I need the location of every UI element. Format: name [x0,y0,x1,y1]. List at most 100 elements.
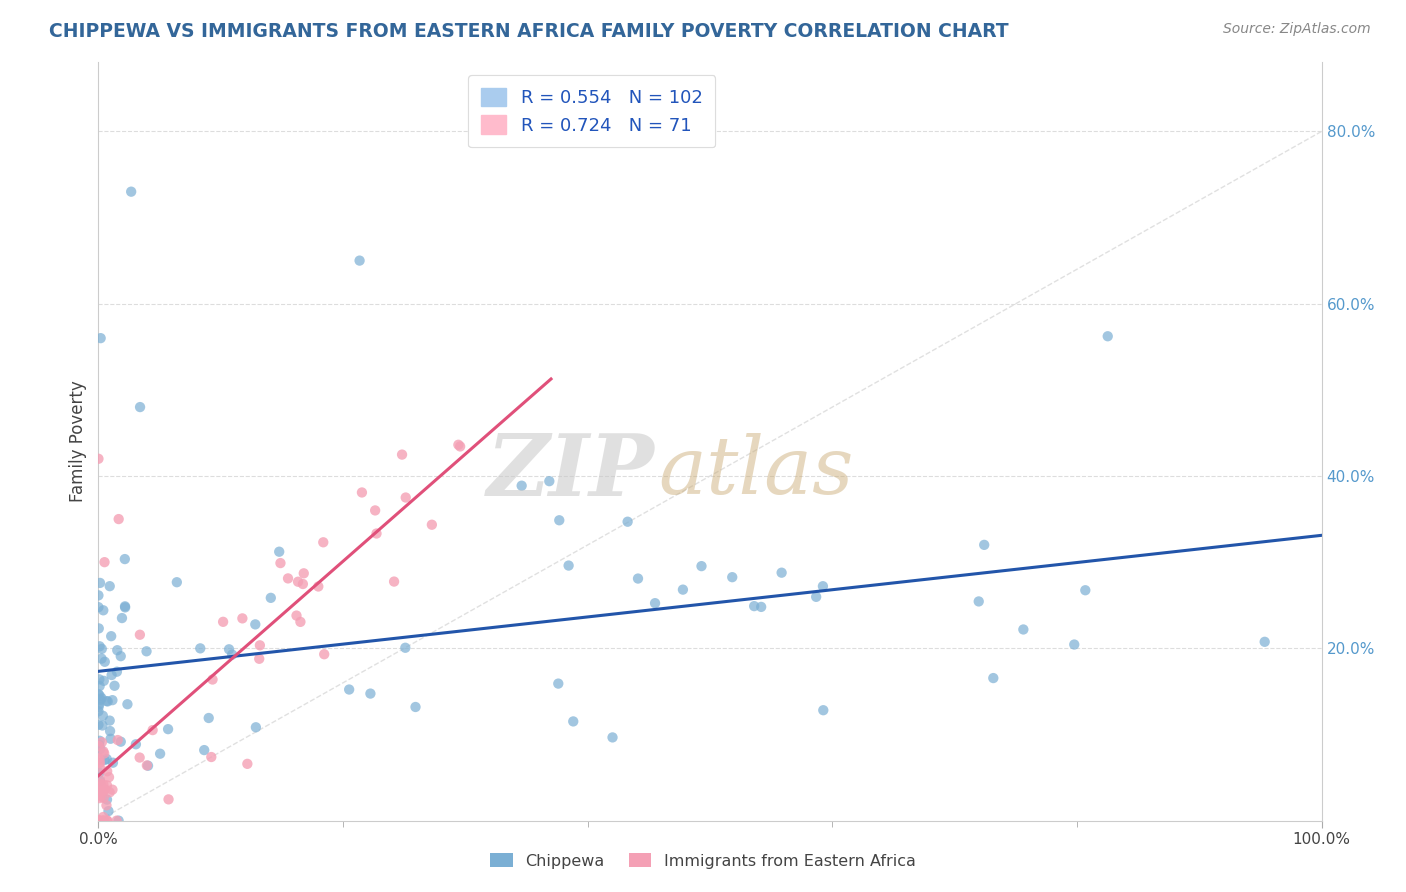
Point [1253,635,1275,649]
Point [394,640,416,655]
Point [391,448,413,462]
Point [290,615,312,629]
Point [89,733,111,747]
Point [135,644,157,658]
Point [166,575,188,590]
Point [91,744,114,758]
Point [804,590,827,604]
Point [87,704,110,718]
Point [770,566,793,580]
Point [690,559,713,574]
Point [89,814,111,828]
Point [627,572,650,586]
Point [105,665,128,679]
Point [231,611,253,625]
Point [221,648,243,662]
Point [103,679,125,693]
Point [269,545,291,559]
Point [87,699,110,714]
Point [107,512,129,526]
Point [93,814,115,828]
Point [93,753,115,767]
Point [90,735,112,749]
Point [96,814,118,828]
Point [98,714,121,728]
Point [89,738,111,752]
Point [100,731,122,746]
Point [114,552,136,566]
Point [91,814,114,828]
Point [87,621,110,635]
Point [117,697,139,711]
Point [350,485,373,500]
Point [96,752,118,766]
Point [366,526,388,541]
Point [107,814,129,828]
Point [125,737,148,751]
Point [548,513,571,527]
Point [245,617,267,632]
Point [93,747,115,761]
Point [749,599,772,614]
Point [200,750,222,764]
Legend: R = 0.554   N = 102, R = 0.724   N = 71: R = 0.554 N = 102, R = 0.724 N = 71 [468,75,716,147]
Point [89,575,111,590]
Point [89,791,111,805]
Point [87,814,110,828]
Point [89,753,111,767]
Point [602,731,624,745]
Point [91,718,114,732]
Point [87,687,110,701]
Point [89,693,111,707]
Point [105,814,128,828]
Point [742,599,765,614]
Point [93,814,115,828]
Point [100,668,122,682]
Point [129,400,152,414]
Point [93,555,115,569]
Point [672,582,695,597]
Point [89,679,111,693]
Point [312,535,335,549]
Point [811,579,834,593]
Point [96,694,118,708]
Legend: Chippewa, Immigrants from Eastern Africa: Chippewa, Immigrants from Eastern Africa [484,847,922,875]
Point [107,733,129,747]
Point [364,503,387,517]
Point [420,517,443,532]
Point [89,773,111,788]
Text: ZIP: ZIP [486,430,655,514]
Point [96,764,118,779]
Point [111,611,134,625]
Point [114,599,136,614]
Point [538,474,561,488]
Point [1097,329,1119,343]
Point [382,574,405,589]
Point [1063,638,1085,652]
Point [90,691,112,706]
Point [96,792,118,806]
Point [245,720,267,734]
Point [644,596,666,610]
Point [98,579,121,593]
Point [616,515,638,529]
Point [449,440,471,454]
Point [90,331,112,345]
Point [98,785,121,799]
Point [96,814,118,828]
Text: atlas: atlas [658,434,853,510]
Point [87,588,110,602]
Point [87,600,110,615]
Point [89,756,111,770]
Point [218,642,240,657]
Point [90,651,112,665]
Point [349,253,371,268]
Point [120,185,142,199]
Point [91,603,114,617]
Point [197,711,219,725]
Text: CHIPPEWA VS IMMIGRANTS FROM EASTERN AFRICA FAMILY POVERTY CORRELATION CHART: CHIPPEWA VS IMMIGRANTS FROM EASTERN AFRI… [49,22,1010,41]
Point [405,700,427,714]
Point [91,784,114,798]
Point [89,814,111,828]
Point [97,694,120,708]
